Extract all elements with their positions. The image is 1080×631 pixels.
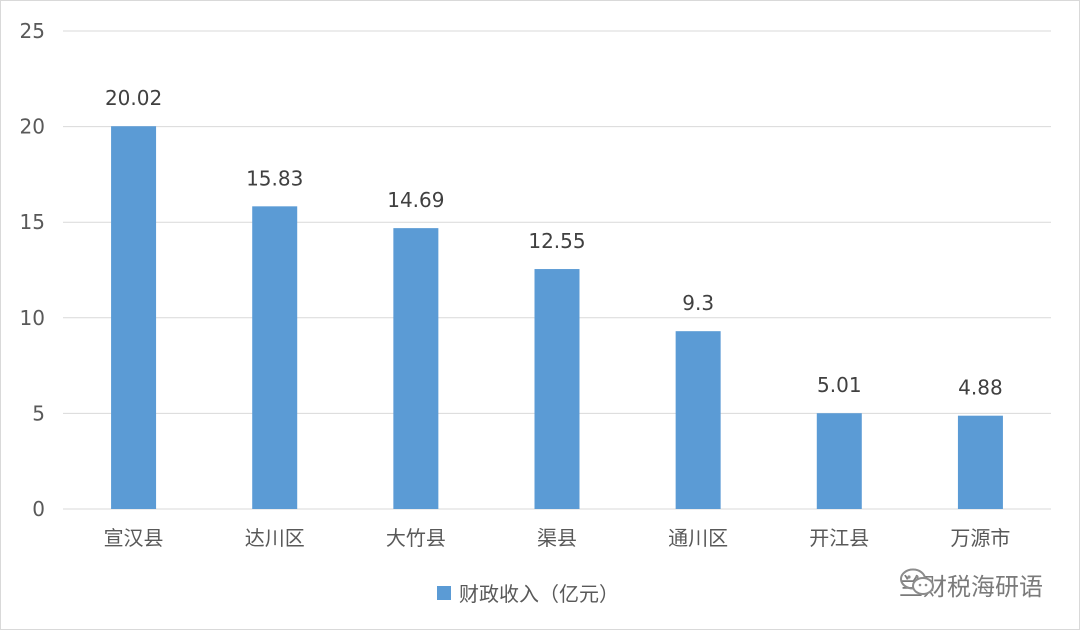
bar [111, 126, 157, 510]
y-tick-label: 5 [32, 401, 45, 425]
bar [252, 206, 298, 510]
x-tick-label: 达川区 [245, 526, 305, 550]
bar [393, 228, 439, 509]
data-label: 20.02 [105, 86, 162, 110]
data-label: 5.01 [817, 373, 862, 397]
legend-label: 财政收入（亿元） [459, 582, 619, 606]
legend: 财政收入（亿元） [437, 578, 619, 607]
bar [534, 269, 580, 509]
x-tick-label: 宣汉县 [104, 526, 164, 550]
data-label: 12.55 [528, 229, 585, 253]
data-label: 9.3 [682, 291, 714, 315]
bar [957, 415, 1003, 509]
wechat-icon [900, 568, 934, 595]
data-label: 4.88 [958, 376, 1003, 400]
y-tick-label: 25 [20, 19, 45, 43]
watermark: 兰财税海研语 [899, 567, 1043, 602]
legend-swatch [437, 585, 451, 600]
data-label: 14.69 [387, 188, 444, 212]
y-tick-label: 15 [20, 210, 45, 234]
y-tick-label: 20 [20, 115, 45, 139]
x-tick-label: 万源市 [950, 526, 1010, 550]
x-tick-label: 开江县 [809, 526, 869, 550]
x-tick-label: 大竹县 [386, 526, 446, 550]
x-tick-label: 通川区 [668, 526, 728, 550]
data-label: 15.83 [246, 166, 303, 190]
y-tick-label: 0 [32, 497, 45, 521]
x-tick-label: 渠县 [537, 526, 577, 550]
bar [816, 413, 862, 509]
y-tick-label: 10 [20, 306, 45, 330]
bar [675, 331, 721, 509]
